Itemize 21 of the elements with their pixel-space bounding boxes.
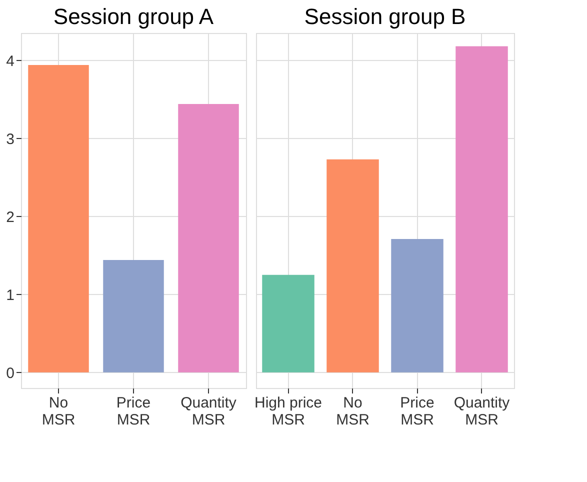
bar (262, 274, 314, 372)
y-tick-label: 0 (6, 364, 14, 382)
x-tick-label: Price MSR (116, 394, 151, 428)
bar (178, 104, 239, 372)
bar (456, 46, 508, 372)
x-tick-label: No MSR (336, 394, 370, 428)
bar (326, 159, 379, 372)
x-tick-label: High price MSR (254, 394, 322, 428)
y-tick-label: 1 (6, 286, 14, 304)
bar (103, 260, 164, 372)
y-tick-label: 2 (6, 208, 14, 226)
x-tick-label: Quantity MSR (454, 394, 510, 428)
y-tick-label: 4 (6, 52, 14, 70)
chart-title: Session group A (53, 4, 214, 29)
x-tick-label: No MSR (42, 394, 76, 428)
bar (28, 64, 89, 372)
chart-title: Session group B (304, 4, 466, 29)
y-tick-label: 3 (6, 130, 14, 148)
x-tick-label: Quantity MSR (180, 394, 237, 428)
bar (391, 238, 444, 372)
x-tick-label: Price MSR (400, 394, 434, 428)
